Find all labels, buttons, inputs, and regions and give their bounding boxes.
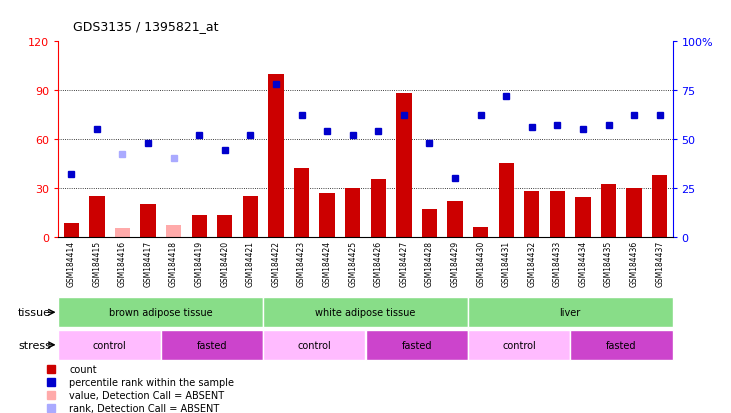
Bar	[575, 198, 591, 237]
Text: fasted: fasted	[197, 340, 227, 350]
Bar	[268, 74, 284, 237]
Text: GSM184414: GSM184414	[67, 240, 76, 286]
Text: GSM184415: GSM184415	[92, 240, 102, 286]
Text: rank, Detection Call = ABSENT: rank, Detection Call = ABSENT	[69, 404, 220, 413]
Bar	[601, 185, 616, 237]
Text: GDS3135 / 1395821_at: GDS3135 / 1395821_at	[73, 20, 219, 33]
Bar	[652, 175, 667, 237]
Bar	[140, 204, 156, 237]
Bar	[550, 191, 565, 237]
Text: GSM184420: GSM184420	[220, 240, 230, 286]
Text: percentile rank within the sample: percentile rank within the sample	[69, 377, 235, 387]
Bar	[396, 94, 412, 237]
Bar	[217, 216, 232, 237]
Bar	[294, 169, 309, 237]
Text: control: control	[298, 340, 331, 350]
Text: count: count	[69, 364, 97, 374]
Text: fasted: fasted	[606, 340, 637, 350]
Text: GSM184418: GSM184418	[169, 240, 178, 286]
Text: brown adipose tissue: brown adipose tissue	[109, 307, 213, 318]
Bar	[447, 201, 463, 237]
Bar	[626, 188, 642, 237]
Text: GSM184419: GSM184419	[194, 240, 204, 286]
Text: GSM184433: GSM184433	[553, 240, 562, 286]
Text: GSM184417: GSM184417	[143, 240, 153, 286]
Text: GSM184424: GSM184424	[322, 240, 332, 286]
Bar	[192, 216, 207, 237]
Text: stress: stress	[18, 340, 51, 350]
Bar	[115, 229, 130, 237]
Text: GSM184431: GSM184431	[501, 240, 511, 286]
Text: GSM184426: GSM184426	[374, 240, 383, 286]
Bar	[89, 196, 105, 237]
Bar	[371, 180, 386, 237]
Text: GSM184430: GSM184430	[476, 240, 485, 286]
Text: white adipose tissue: white adipose tissue	[315, 307, 416, 318]
Bar	[319, 193, 335, 237]
Bar	[345, 188, 360, 237]
Text: GSM184427: GSM184427	[399, 240, 409, 286]
Bar	[468, 297, 673, 328]
Text: GSM184435: GSM184435	[604, 240, 613, 286]
Bar	[263, 297, 468, 328]
Text: GSM184434: GSM184434	[578, 240, 588, 286]
Bar	[243, 196, 258, 237]
Text: GSM184423: GSM184423	[297, 240, 306, 286]
Bar	[366, 330, 468, 360]
Bar	[161, 330, 263, 360]
Text: GSM184436: GSM184436	[629, 240, 639, 286]
Text: GSM184429: GSM184429	[450, 240, 460, 286]
Bar	[524, 191, 539, 237]
Text: fasted: fasted	[401, 340, 432, 350]
Text: liver: liver	[559, 307, 581, 318]
Text: GSM184422: GSM184422	[271, 240, 281, 286]
Text: GSM184437: GSM184437	[655, 240, 664, 286]
Text: control: control	[93, 340, 126, 350]
Text: control: control	[502, 340, 536, 350]
Bar	[58, 297, 263, 328]
Text: GSM184428: GSM184428	[425, 240, 434, 286]
Bar	[166, 225, 181, 237]
Text: GSM184421: GSM184421	[246, 240, 255, 286]
Bar	[58, 330, 161, 360]
Bar	[570, 330, 673, 360]
Bar	[263, 330, 366, 360]
Bar	[422, 209, 437, 237]
Text: GSM184425: GSM184425	[348, 240, 357, 286]
Text: tissue: tissue	[18, 307, 51, 318]
Bar	[473, 227, 488, 237]
Text: value, Detection Call = ABSENT: value, Detection Call = ABSENT	[69, 390, 224, 400]
Text: GSM184432: GSM184432	[527, 240, 537, 286]
Bar	[468, 330, 570, 360]
Text: GSM184416: GSM184416	[118, 240, 127, 286]
Bar	[64, 224, 79, 237]
Bar	[499, 164, 514, 237]
